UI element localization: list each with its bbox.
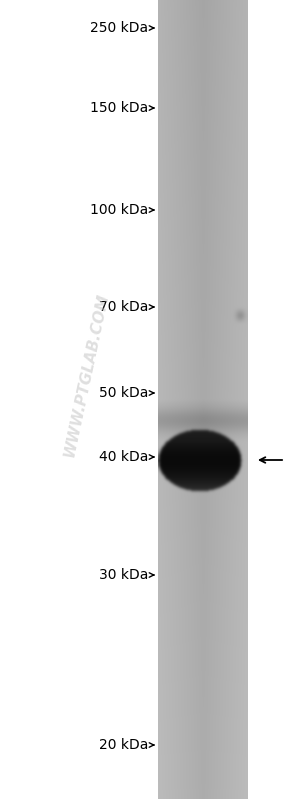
- Text: 150 kDa: 150 kDa: [90, 101, 148, 115]
- Text: 40 kDa: 40 kDa: [98, 450, 148, 464]
- Text: 30 kDa: 30 kDa: [98, 568, 148, 582]
- Text: 70 kDa: 70 kDa: [98, 300, 148, 314]
- Text: 100 kDa: 100 kDa: [90, 203, 148, 217]
- Text: 20 kDa: 20 kDa: [98, 738, 148, 752]
- Text: 250 kDa: 250 kDa: [90, 21, 148, 35]
- Text: WWW.PTGLAB.COM: WWW.PTGLAB.COM: [62, 292, 111, 459]
- Text: 50 kDa: 50 kDa: [98, 386, 148, 400]
